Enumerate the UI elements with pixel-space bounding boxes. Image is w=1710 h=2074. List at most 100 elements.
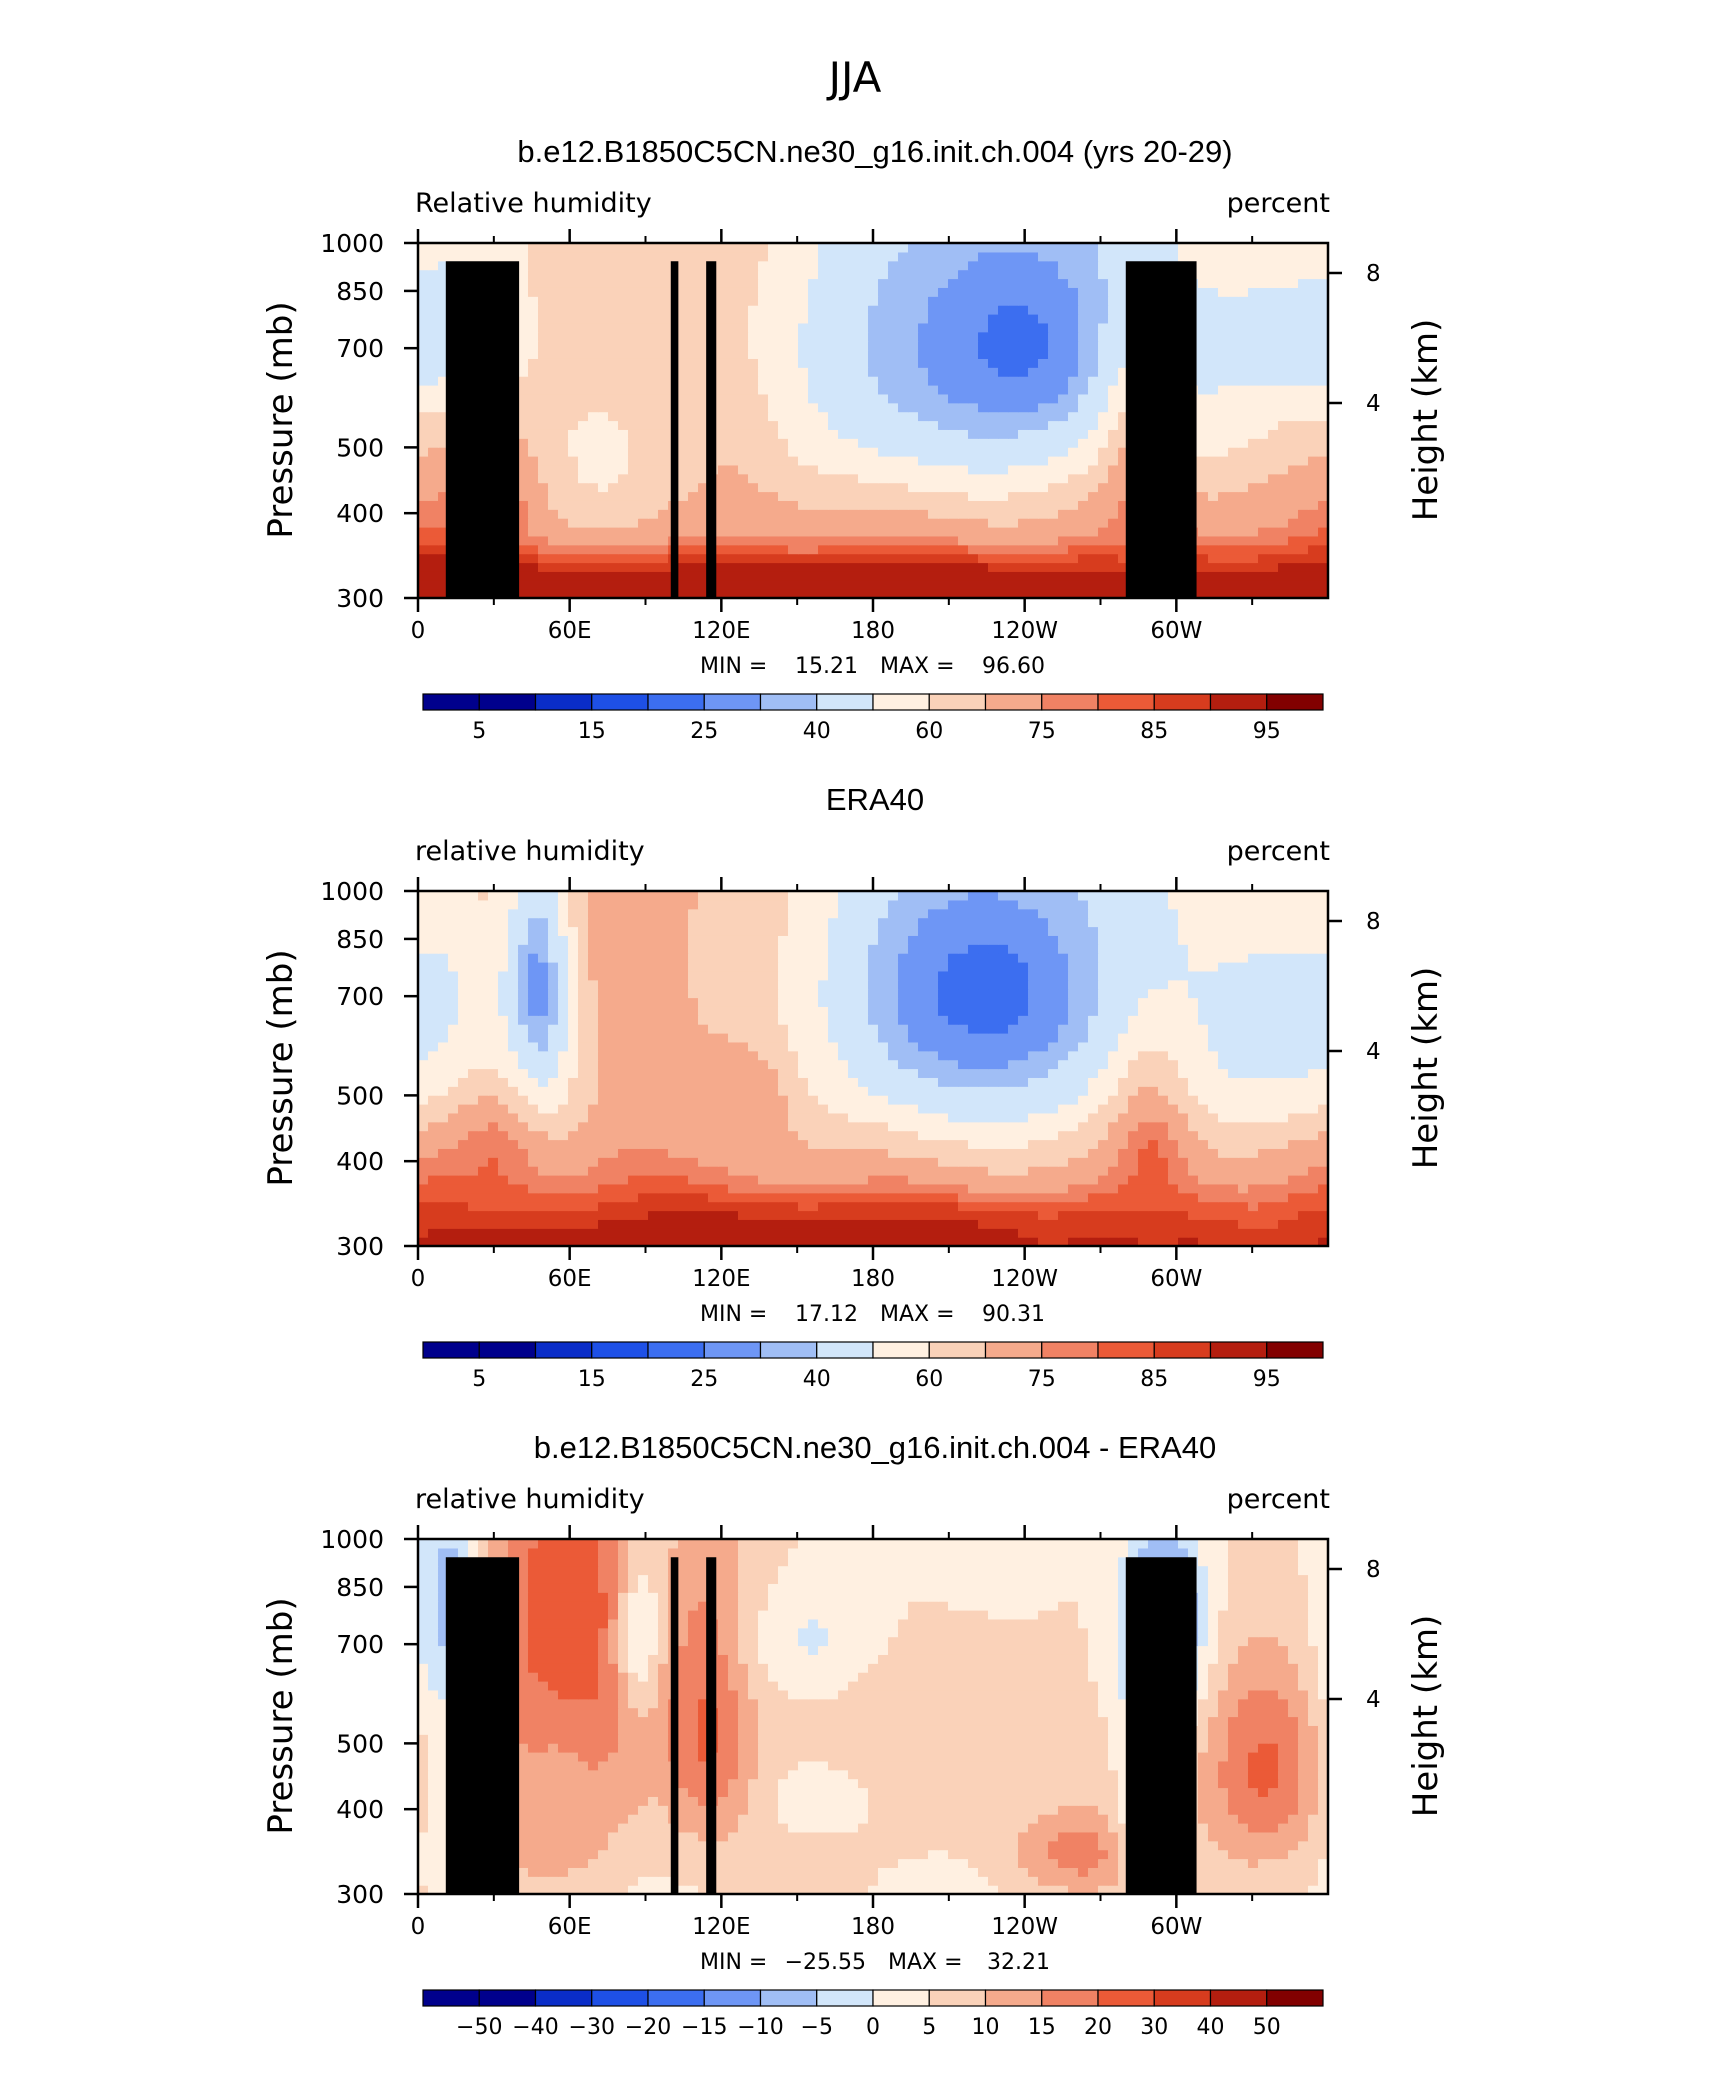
- field-cell: [508, 1121, 519, 1132]
- field-cell: [998, 473, 1009, 484]
- field-cell: [1018, 571, 1029, 581]
- field-cell: [898, 580, 909, 590]
- field-cell: [1248, 464, 1259, 475]
- field-cell: [1058, 438, 1069, 448]
- field-cell: [1018, 385, 1029, 395]
- field-cell: [808, 349, 819, 359]
- field-cell: [688, 562, 699, 572]
- field-cell: [598, 500, 609, 510]
- field-cell: [758, 420, 769, 430]
- field-cell: [1068, 322, 1079, 333]
- field-cell: [988, 1121, 999, 1132]
- field-cell: [678, 438, 689, 448]
- field-cell: [1258, 1139, 1269, 1149]
- field-cell: [1038, 1166, 1049, 1176]
- field-cell: [618, 1192, 629, 1203]
- field-cell: [978, 527, 989, 537]
- field-cell: [738, 571, 749, 581]
- field-cell: [828, 571, 839, 581]
- field-cell: [898, 509, 909, 519]
- field-cell: [818, 269, 829, 280]
- field-cell: [898, 260, 909, 271]
- field-cell: [1068, 393, 1079, 404]
- field-cell: [1208, 260, 1219, 271]
- field-cell: [1028, 402, 1039, 413]
- field-cell: [1198, 1175, 1209, 1185]
- field-cell: [928, 571, 939, 581]
- field-cell: [878, 1139, 889, 1149]
- field-cell: [548, 518, 559, 528]
- field-cell: [438, 456, 449, 466]
- field-cell: [738, 1183, 749, 1194]
- field-cell: [418, 447, 429, 457]
- field-cell: [998, 1219, 1009, 1229]
- field-cell: [1098, 535, 1109, 546]
- field-cell: [998, 1228, 1009, 1238]
- field-cell: [1038, 385, 1049, 395]
- field-cell: [808, 1210, 819, 1220]
- field-cell: [1058, 1192, 1069, 1203]
- field-cell: [1238, 251, 1249, 262]
- field-cell: [1078, 1210, 1089, 1220]
- field-cell: [798, 1139, 809, 1149]
- field-cell: [898, 491, 909, 501]
- field-cell: [968, 464, 979, 475]
- field-cell: [638, 438, 649, 448]
- field-cell: [778, 1148, 789, 1158]
- field-cell: [788, 447, 799, 457]
- field-cell: [1278, 1130, 1289, 1141]
- field-cell: [608, 1130, 619, 1141]
- field-cell: [898, 571, 909, 581]
- field-cell: [998, 1157, 1009, 1167]
- field-cell: [688, 420, 699, 430]
- field-cell: [1258, 580, 1269, 590]
- field-cell: [1038, 1148, 1049, 1158]
- field-cell: [1258, 296, 1269, 306]
- field-cell: [1278, 349, 1289, 359]
- field-cell: [688, 269, 699, 280]
- field-cell: [418, 402, 429, 413]
- field-cell: [1248, 1228, 1259, 1238]
- field-cell: [1298, 562, 1309, 572]
- field-cell: [808, 305, 819, 315]
- field-cell: [1018, 527, 1029, 537]
- field-cell: [838, 322, 849, 333]
- field-cell: [1268, 1237, 1279, 1247]
- field-cell: [1208, 402, 1219, 413]
- field-cell: [1058, 243, 1069, 253]
- field-cell: [878, 491, 889, 501]
- field-cell: [698, 296, 709, 306]
- field-cell: [648, 331, 659, 342]
- field-cell: [1198, 358, 1209, 368]
- field-cell: [1018, 518, 1029, 528]
- field-cell: [1108, 1183, 1119, 1194]
- field-cell: [958, 278, 969, 288]
- field-cell: [1048, 358, 1059, 368]
- field-cell: [928, 305, 939, 315]
- field-cell: [1048, 1201, 1059, 1212]
- field-cell: [1098, 314, 1109, 324]
- field-cell: [938, 251, 949, 262]
- field-cell: [698, 1192, 709, 1203]
- field-cell: [878, 251, 889, 262]
- field-cell: [1018, 535, 1029, 546]
- field-cell: [868, 1175, 879, 1185]
- field-cell: [1038, 322, 1049, 333]
- field-cell: [808, 1157, 819, 1167]
- field-cell: [548, 331, 559, 342]
- field-cell: [1088, 447, 1099, 457]
- field-cell: [1198, 260, 1209, 271]
- field-cell: [478, 1237, 489, 1247]
- field-cell: [868, 314, 879, 324]
- field-cell: [778, 1175, 789, 1185]
- field-cell: [738, 385, 749, 395]
- field-cell: [1108, 358, 1119, 368]
- field-cell: [1208, 1228, 1219, 1238]
- field-cell: [1318, 1201, 1329, 1212]
- field-cell: [488, 1121, 499, 1132]
- field-cell: [638, 429, 649, 439]
- field-cell: [1098, 358, 1109, 368]
- field-cell: [1038, 358, 1049, 368]
- field-cell: [818, 1183, 829, 1194]
- field-cell: [758, 1219, 769, 1229]
